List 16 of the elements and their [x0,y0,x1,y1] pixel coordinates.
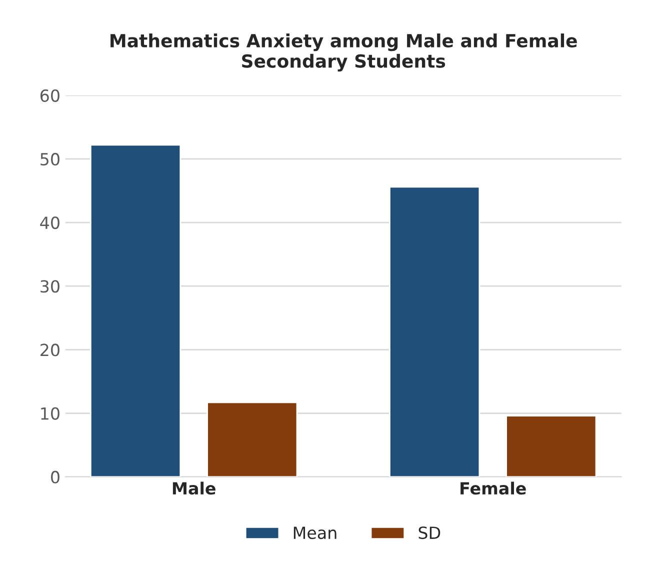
y-tick-label: 30 [40,280,60,293]
y-tick-label: 60 [40,89,60,102]
x-tick-label: Female [460,482,526,495]
bar [389,186,480,477]
chart-title: Mathematics Anxiety among Male and Female Secondary Students [110,34,577,72]
bar [506,415,597,477]
y-tick-label: 20 [40,344,60,356]
y-tick-label: 50 [40,152,60,166]
y-tick-label: 40 [40,216,60,230]
x-tick-label: Male [172,482,216,495]
legend-label: SD [418,526,440,540]
y-tick-label: 0 [51,470,60,484]
y-tick-label: 10 [41,407,60,420]
bar [90,144,182,477]
legend-label: Mean [294,526,336,540]
bar [206,402,298,477]
